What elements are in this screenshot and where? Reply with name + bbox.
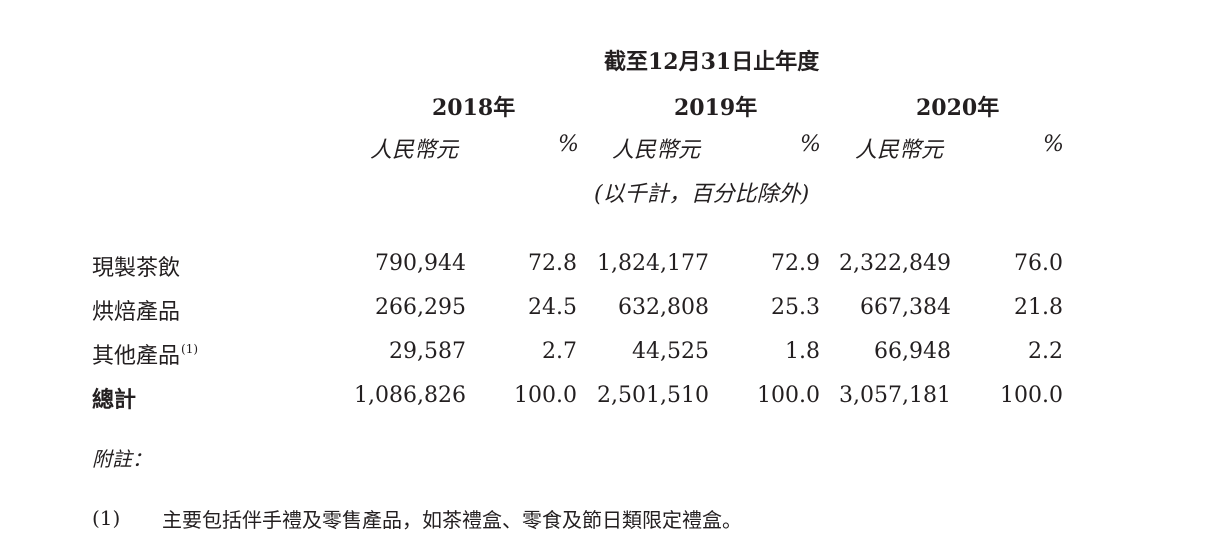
notes-heading: 附註： bbox=[92, 447, 152, 471]
row-label-other: 其他產品(1) bbox=[92, 338, 198, 370]
period-title: 截至12月31日止年度 bbox=[604, 49, 820, 75]
footnote-marker: (1) bbox=[181, 342, 199, 356]
currency-label-2020: 人民幣元 bbox=[855, 138, 944, 163]
year-2020-header: 2020年 bbox=[916, 95, 1000, 121]
table-cell: 2,501,510 bbox=[597, 383, 709, 408]
table-cell: 2.2 bbox=[1028, 339, 1063, 364]
footnote-text: 主要包括伴手禮及零售產品，如茶禮盒、零食及節日類限定禮盒。 bbox=[162, 508, 742, 532]
table-cell: 76.0 bbox=[1014, 251, 1063, 276]
table-cell: 3,057,181 bbox=[839, 383, 951, 408]
row-label-total: 總計 bbox=[92, 387, 137, 413]
footnote-marker: (1) bbox=[92, 506, 121, 530]
currency-label-2019: 人民幣元 bbox=[612, 138, 701, 163]
table-cell: 100.0 bbox=[514, 383, 577, 408]
currency-label-2018: 人民幣元 bbox=[370, 138, 459, 163]
percent-label-2018: % bbox=[558, 132, 579, 157]
table-cell: 1.8 bbox=[785, 339, 820, 364]
table-cell: 72.9 bbox=[771, 251, 820, 276]
table-cell: 790,944 bbox=[375, 251, 466, 276]
unit-note: (以千計，百分比除外) bbox=[594, 182, 810, 207]
table-cell: 100.0 bbox=[1000, 383, 1063, 408]
table-cell: 24.5 bbox=[528, 295, 577, 320]
table-cell: 66,948 bbox=[874, 339, 951, 364]
table-cell: 29,587 bbox=[389, 339, 466, 364]
year-2019-header: 2019年 bbox=[674, 95, 758, 121]
table-cell: 667,384 bbox=[860, 295, 951, 320]
table-cell: 72.8 bbox=[528, 251, 577, 276]
table-cell: 21.8 bbox=[1014, 295, 1063, 320]
table-cell: 2.7 bbox=[542, 339, 577, 364]
year-2018-header: 2018年 bbox=[432, 95, 516, 121]
table-cell: 1,086,826 bbox=[354, 383, 466, 408]
table-cell: 266,295 bbox=[375, 295, 466, 320]
table-cell: 100.0 bbox=[757, 383, 820, 408]
table-cell: 44,525 bbox=[632, 339, 709, 364]
row-label-fresh-tea: 現製茶飲 bbox=[92, 256, 181, 281]
percent-label-2019: % bbox=[800, 132, 821, 157]
table-cell: 25.3 bbox=[771, 295, 820, 320]
table-cell: 2,322,849 bbox=[839, 251, 951, 276]
table-cell: 632,808 bbox=[618, 295, 709, 320]
row-label-bakery: 烘焙產品 bbox=[92, 300, 181, 325]
percent-label-2020: % bbox=[1043, 132, 1064, 157]
table-cell: 1,824,177 bbox=[597, 251, 709, 276]
row-label-text: 其他產品 bbox=[92, 344, 181, 369]
